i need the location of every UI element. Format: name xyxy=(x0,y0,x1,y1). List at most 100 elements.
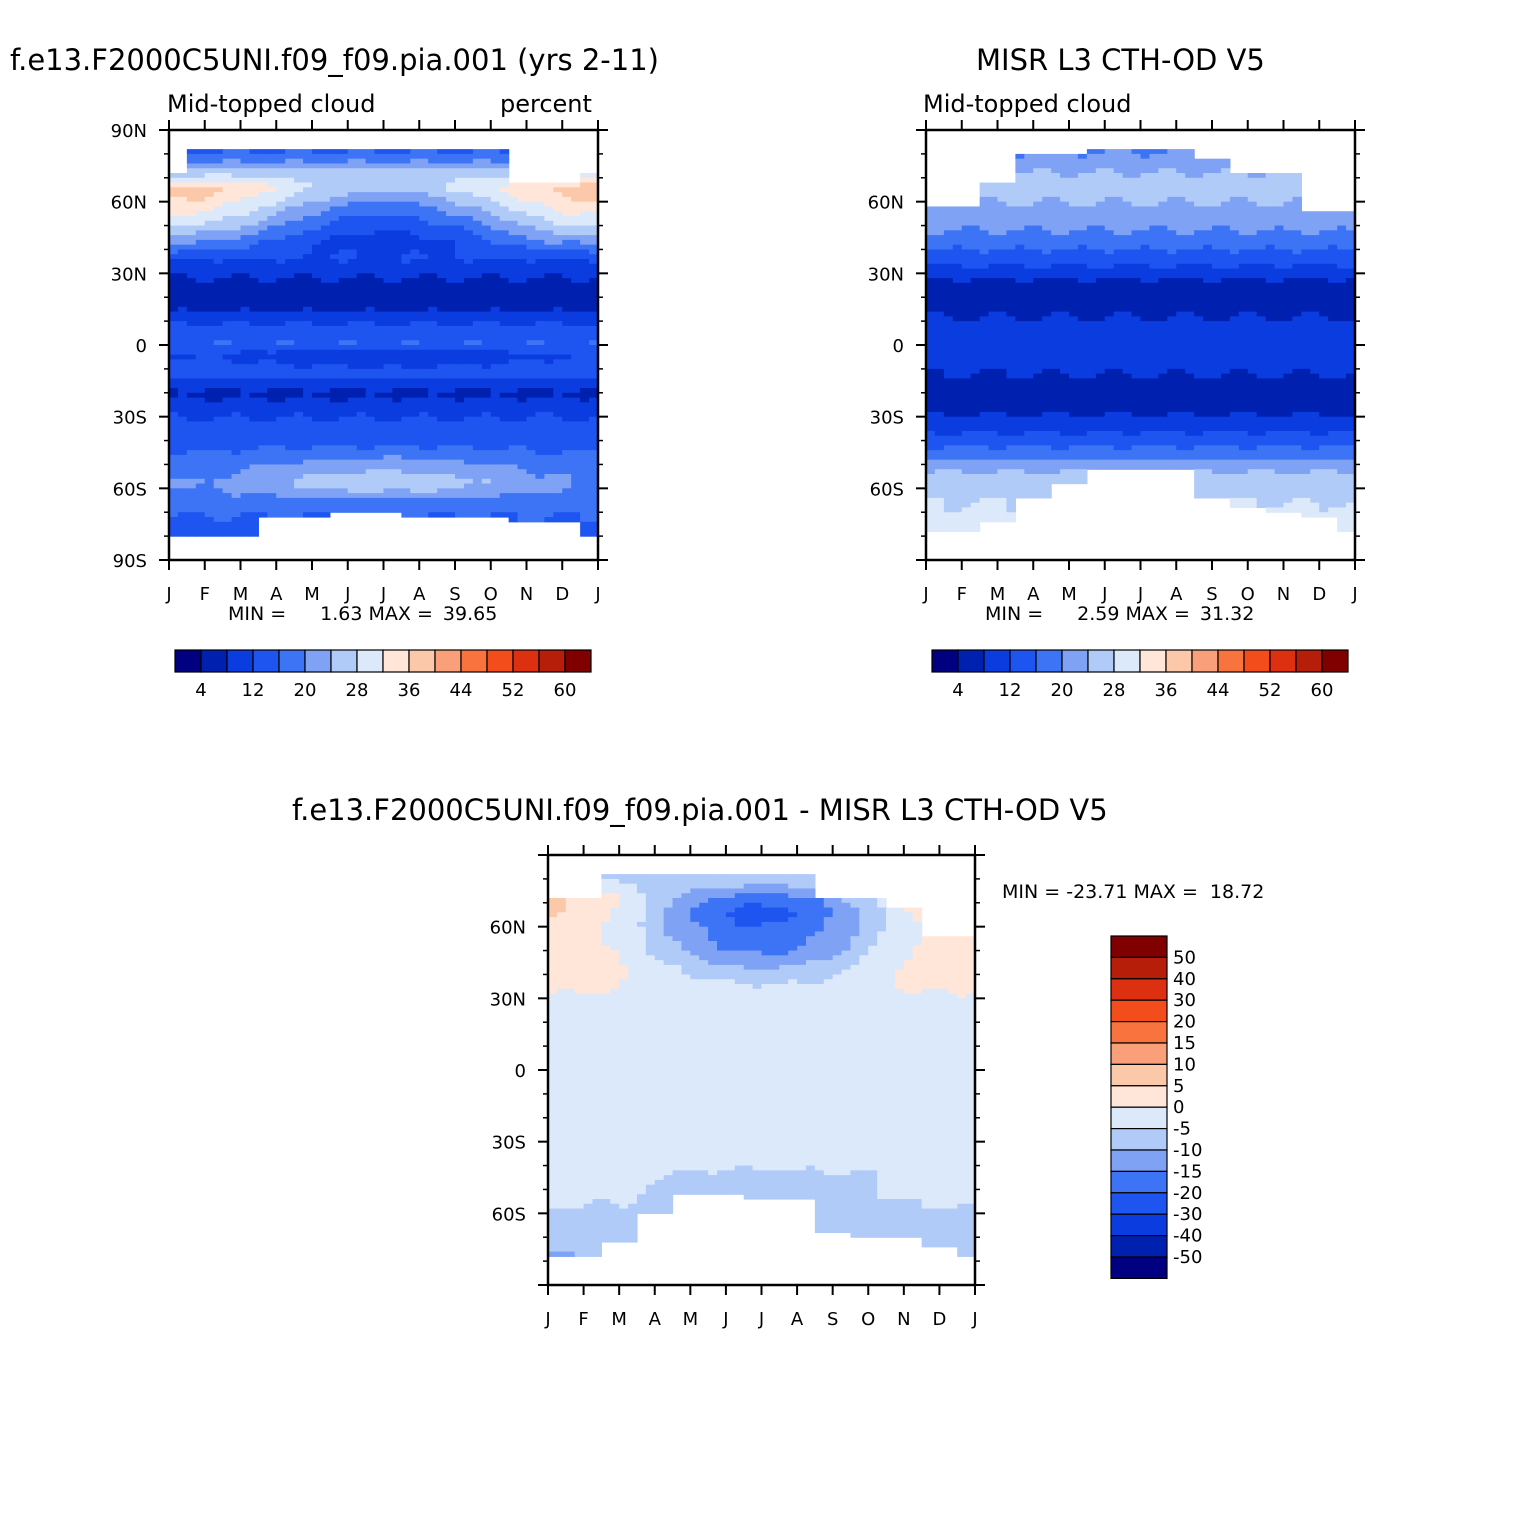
contour-cell xyxy=(285,268,295,274)
contour-cell xyxy=(231,483,242,489)
contour-cell xyxy=(195,502,206,509)
contour-cell xyxy=(535,316,545,322)
contour-cell xyxy=(383,168,394,174)
contour-cell xyxy=(401,282,411,289)
contour-cell xyxy=(428,407,438,413)
contour-cell xyxy=(499,345,510,351)
contour-cell xyxy=(356,388,367,394)
contour-cell xyxy=(204,187,215,193)
contour-cell xyxy=(428,220,438,227)
contour-cell xyxy=(410,392,420,399)
contour-cell xyxy=(455,474,465,480)
contour-cell xyxy=(562,431,572,437)
contour-cell xyxy=(258,220,268,227)
contour-cell xyxy=(365,345,376,351)
contour-cell xyxy=(419,158,429,165)
contour-cell xyxy=(562,416,572,423)
contour-cell xyxy=(961,278,972,284)
contour-cell xyxy=(562,407,572,413)
contour-cell xyxy=(410,306,420,313)
contour-cell xyxy=(508,474,519,480)
contour-cell xyxy=(1024,421,1034,427)
contour-cell xyxy=(553,488,563,494)
contour-cell xyxy=(312,225,322,231)
contour-cell xyxy=(1015,440,1025,446)
contour-cell xyxy=(970,526,981,532)
contour-cell xyxy=(997,297,1008,303)
contour-cell xyxy=(383,244,394,251)
contour-cell xyxy=(231,378,242,384)
contour-cell xyxy=(374,364,385,370)
contour-cell xyxy=(428,163,438,169)
contour-cell xyxy=(446,330,456,337)
contour-cell xyxy=(526,431,537,437)
contour-cell xyxy=(249,254,259,260)
contour-cell xyxy=(222,225,233,231)
contour-cell xyxy=(472,497,483,504)
contour-cell xyxy=(437,388,447,394)
contour-cell xyxy=(374,359,385,365)
contour-cell xyxy=(571,392,581,399)
contour-cell xyxy=(1006,359,1016,365)
contour-cell xyxy=(401,421,411,427)
contour-cell xyxy=(437,459,447,466)
contour-cell xyxy=(294,364,304,370)
contour-cell xyxy=(338,378,349,384)
contour-cell xyxy=(303,182,313,188)
contour-cell xyxy=(1060,325,1070,332)
contour-cell xyxy=(1051,392,1061,399)
contour-cell xyxy=(544,244,554,251)
contour-cell xyxy=(988,373,999,380)
contour-cell xyxy=(553,325,563,332)
contour-cell xyxy=(213,445,224,451)
contour-cell xyxy=(970,464,981,470)
contour-cell xyxy=(186,311,197,317)
contour-cell xyxy=(294,512,304,518)
contour-cell xyxy=(347,316,358,322)
contour-cell xyxy=(553,244,563,251)
contour-cell xyxy=(517,182,528,188)
contour-cell xyxy=(499,278,510,284)
contour-cell xyxy=(312,282,322,289)
contour-cell xyxy=(240,316,251,322)
contour-cell xyxy=(428,273,438,279)
contour-cell xyxy=(258,158,268,165)
contour-cell xyxy=(455,168,465,174)
contour-cell xyxy=(222,440,233,446)
contour-cell xyxy=(490,273,501,279)
contour-cell xyxy=(580,345,590,351)
contour-cell xyxy=(312,411,322,418)
contour-cell xyxy=(186,340,197,346)
contour-cell xyxy=(446,445,456,451)
contour-cell xyxy=(481,225,492,231)
contour-cell xyxy=(169,244,179,251)
contour-cell xyxy=(419,321,429,327)
contour-cell xyxy=(258,187,268,193)
contour-cell xyxy=(428,478,438,485)
contour-cell xyxy=(1051,244,1061,251)
contour-cell xyxy=(249,388,259,394)
contour-cell xyxy=(517,196,528,203)
contour-cell xyxy=(276,239,286,246)
contour-cell xyxy=(952,244,963,251)
contour-cell xyxy=(463,335,474,341)
contour-cell xyxy=(195,153,206,160)
contour-cell xyxy=(213,526,224,532)
contour-cell xyxy=(401,459,411,466)
contour-cell xyxy=(970,340,981,346)
contour-cell xyxy=(961,259,972,265)
contour-cell xyxy=(294,325,304,332)
contour-cell xyxy=(508,239,519,246)
contour-cell xyxy=(258,440,268,446)
contour-cell xyxy=(177,211,188,217)
contour-cell xyxy=(222,478,233,485)
contour-cell xyxy=(1060,216,1070,222)
contour-cell xyxy=(169,216,179,222)
contour-cell xyxy=(204,373,215,380)
contour-cell xyxy=(347,278,358,284)
contour-cell xyxy=(374,297,385,303)
contour-cell xyxy=(934,464,945,470)
contour-cell xyxy=(347,235,358,241)
contour-cell xyxy=(186,249,197,255)
contour-cell xyxy=(329,278,340,284)
